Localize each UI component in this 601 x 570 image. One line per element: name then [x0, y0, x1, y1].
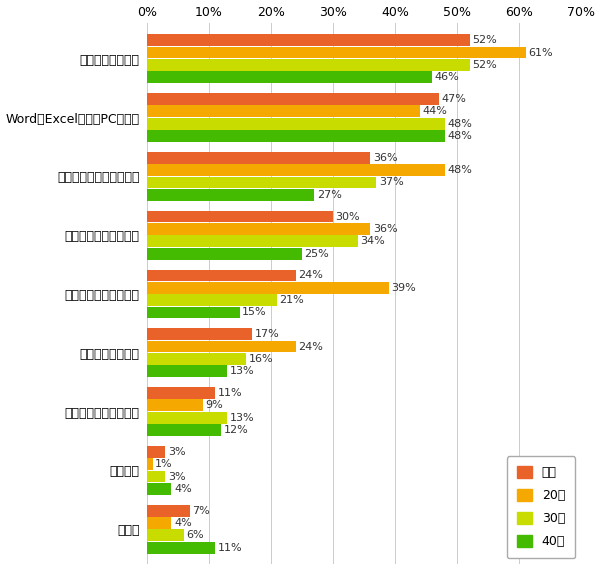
Bar [147, 105, 420, 117]
Text: 3%: 3% [168, 447, 185, 457]
Text: 27%: 27% [317, 190, 342, 200]
Text: 11%: 11% [218, 543, 242, 553]
Bar [147, 483, 171, 495]
Text: 17%: 17% [255, 329, 279, 339]
Bar [147, 270, 296, 281]
Bar [147, 59, 469, 71]
Text: 44%: 44% [423, 107, 447, 116]
Bar [147, 400, 203, 411]
Text: 24%: 24% [298, 341, 323, 352]
Bar [147, 341, 296, 352]
Bar [147, 93, 439, 105]
Text: 61%: 61% [528, 47, 553, 58]
Text: 13%: 13% [230, 413, 254, 423]
Text: 3%: 3% [168, 471, 185, 482]
Bar [147, 365, 227, 377]
Text: 4%: 4% [174, 484, 192, 494]
Bar [147, 177, 376, 188]
Bar [147, 328, 252, 340]
Bar [147, 471, 165, 482]
Bar [147, 424, 221, 436]
Bar [147, 248, 302, 259]
Bar [147, 189, 314, 201]
Bar [147, 387, 215, 399]
Text: 7%: 7% [192, 506, 210, 516]
Bar [147, 34, 469, 46]
Text: 48%: 48% [447, 131, 472, 141]
Text: 34%: 34% [361, 237, 385, 246]
Text: 1%: 1% [155, 459, 173, 469]
Bar [147, 542, 215, 553]
Text: 4%: 4% [174, 518, 192, 528]
Text: 48%: 48% [447, 165, 472, 175]
Text: 11%: 11% [218, 388, 242, 398]
Bar [147, 118, 445, 129]
Bar [147, 223, 370, 235]
Text: 36%: 36% [373, 153, 397, 163]
Bar [147, 164, 445, 176]
Text: 30%: 30% [335, 211, 360, 222]
Bar [147, 530, 184, 541]
Text: 6%: 6% [186, 530, 204, 540]
Bar [147, 458, 153, 470]
Text: 37%: 37% [379, 177, 404, 188]
Text: 52%: 52% [472, 35, 497, 45]
Text: 46%: 46% [435, 72, 460, 82]
Legend: 全体, 20代, 30代, 40代: 全体, 20代, 30代, 40代 [507, 456, 575, 558]
Text: 47%: 47% [441, 94, 466, 104]
Text: 12%: 12% [224, 425, 248, 435]
Text: 24%: 24% [298, 270, 323, 280]
Bar [147, 353, 246, 365]
Bar [147, 307, 240, 318]
Bar [147, 505, 190, 516]
Bar [147, 517, 171, 529]
Text: 25%: 25% [304, 249, 329, 259]
Bar [147, 282, 389, 294]
Bar [147, 446, 165, 458]
Text: 13%: 13% [230, 367, 254, 376]
Bar [147, 152, 370, 164]
Text: 36%: 36% [373, 224, 397, 234]
Text: 16%: 16% [248, 354, 273, 364]
Bar [147, 47, 525, 58]
Bar [147, 294, 277, 306]
Bar [147, 71, 432, 83]
Text: 21%: 21% [279, 295, 304, 305]
Text: 48%: 48% [447, 119, 472, 129]
Text: 9%: 9% [205, 400, 223, 410]
Bar [147, 130, 445, 142]
Bar [147, 211, 333, 222]
Bar [147, 412, 227, 424]
Text: 15%: 15% [242, 307, 267, 317]
Text: 52%: 52% [472, 60, 497, 70]
Text: 39%: 39% [391, 283, 416, 293]
Bar [147, 235, 358, 247]
